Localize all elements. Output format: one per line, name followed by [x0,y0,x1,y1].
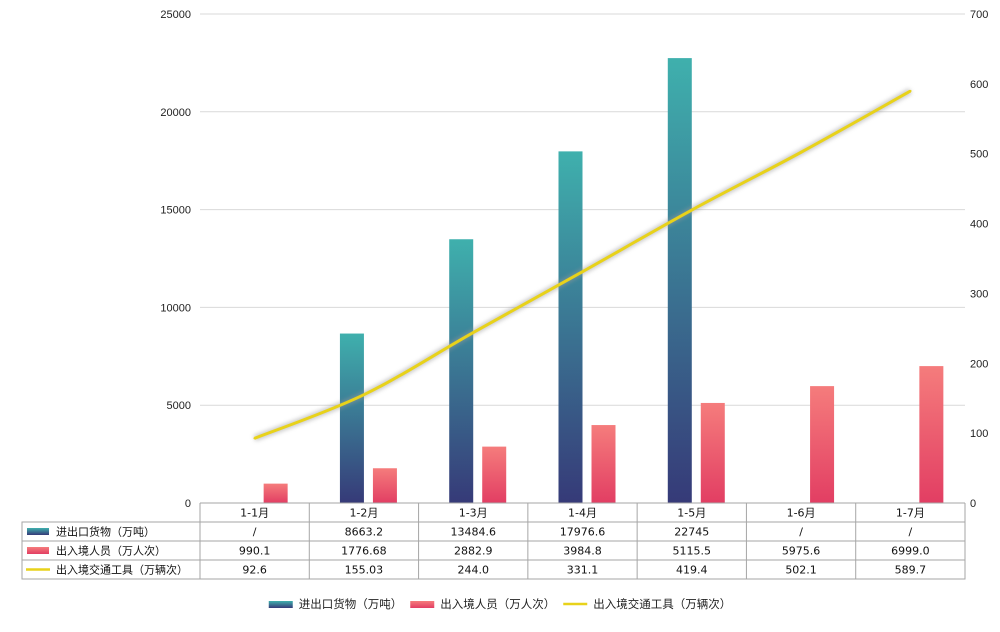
vehicles-point [472,331,475,334]
people-bar [810,386,835,503]
table-cell-value: 8663.2 [345,526,384,539]
table-series-name: 出入境交通工具（万辆次） [56,563,188,577]
y-left-tick-label: 25000 [160,9,191,21]
vehicles-point [690,208,693,212]
table-cell-value: 5975.6 [782,545,821,558]
table-category-label: 1-5月 [677,507,706,520]
table-category-label: 1-6月 [787,507,816,520]
y-right-tick-label: 600 [970,79,988,91]
table-cell-value: 6999.0 [891,545,930,558]
y-left-tick-label: 0 [185,498,191,510]
legend-label: 出入境交通工具（万辆次） [593,597,731,611]
bars [263,58,944,504]
legend-key [268,601,293,608]
table-cell-value: / [908,526,912,539]
table-cell-value: 13484.6 [450,526,496,539]
table-cell-value: 990.1 [239,545,271,558]
y-left-tick-label: 5000 [167,400,191,412]
cargo-bar [449,239,474,504]
vehicles-point [799,151,803,154]
table-cell-value: 244.0 [457,564,489,577]
y-right-tick-label: 500 [970,149,988,161]
line-series [253,88,912,442]
people-bar [263,483,288,503]
table-cell-value: 331.1 [567,564,599,577]
people-bar [700,402,725,503]
vehicles-point [909,89,912,93]
table-category-label: 1-3月 [459,507,488,520]
table-cell-value: 92.6 [242,564,267,577]
table-series-key [27,547,49,554]
y-right-tick-label: 400 [970,219,988,231]
table-category-label: 1-7月 [896,507,925,520]
y-left-tick-label: 10000 [160,302,191,314]
y-right-tick-label: 100 [970,428,988,440]
cargo-bar [339,333,364,503]
table-cell-value: 155.03 [345,564,384,577]
table-series-name: 出入境人员（万人次） [56,544,166,558]
y-right-tick-label: 300 [970,288,988,300]
y-right-tick-label: 0 [970,498,976,510]
y-left-tick-label: 20000 [160,107,191,119]
legend-label: 出入境人员（万人次） [440,597,555,611]
table-category-label: 1-2月 [349,507,378,520]
y-right-tick-label: 200 [970,358,988,370]
vehicles-point [362,393,366,396]
table-cell-value: / [799,526,803,539]
table-series-key [27,528,49,535]
cargo-bar [558,151,583,504]
table-cell-value: 5115.5 [673,545,712,558]
people-bar [372,468,397,503]
table-cell-value: 17976.6 [560,526,606,539]
table-cell-value: 502.1 [785,564,817,577]
people-bar [482,446,507,503]
table-cell-value: / [253,526,257,539]
people-bar [919,366,944,503]
table-category-label: 1-4月 [568,507,597,520]
cargo-bar [667,58,692,504]
table-cell-value: 22745 [674,526,709,539]
legend-label: 进出口货物（万吨） [299,597,403,611]
table-cell-value: 1776.68 [341,545,387,558]
table-cell-value: 2882.9 [454,545,493,558]
table-cell-value: 419.4 [676,564,708,577]
vehicles-point [581,270,584,273]
people-bar [591,425,616,503]
table-category-label: 1-1月 [240,507,269,520]
y-right-tick-label: 700 [970,9,988,21]
y-left-tick-label: 15000 [160,205,191,217]
table-cell-value: 589.7 [895,564,927,577]
table-series-name: 进出口货物（万吨） [56,525,155,539]
legend: 进出口货物（万吨） 出入境人员（万人次） 出入境交通工具（万辆次） [268,597,731,611]
vehicles-point [253,437,256,440]
legend-key [410,601,435,608]
table-cell-value: 3984.8 [563,545,602,558]
